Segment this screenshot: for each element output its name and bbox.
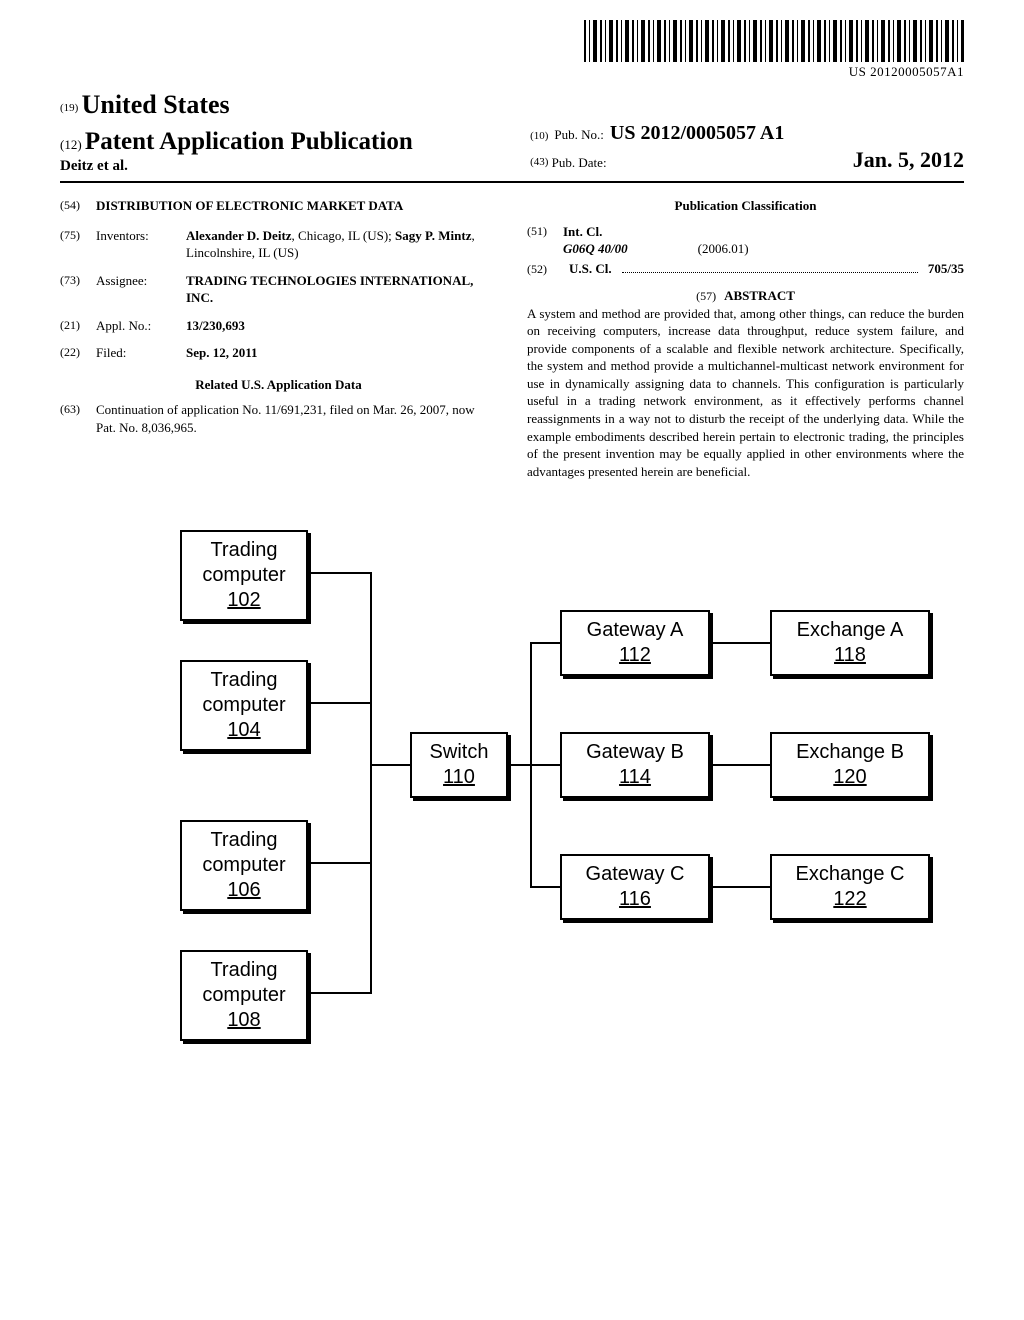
- f22-label: Filed:: [96, 344, 186, 362]
- pubno-value: US 2012/0005057 A1: [610, 122, 784, 145]
- diagram-connector: [311, 572, 370, 574]
- f73-label: Assignee:: [96, 272, 186, 307]
- f52-value: 705/35: [928, 260, 964, 278]
- f54-code: (54): [60, 197, 96, 215]
- diagram-connector: [311, 992, 370, 994]
- diagram-box-exC: Exchange C122: [770, 854, 930, 920]
- pub-type: Patent Application Publication: [85, 128, 413, 155]
- related-heading: Related U.S. Application Data: [60, 376, 497, 394]
- pub-type-code: (12): [60, 137, 82, 152]
- diagram-box-exB: Exchange B120: [770, 732, 930, 798]
- barcode-graphic: [584, 20, 964, 62]
- biblio-right: Publication Classification (51) Int. Cl.…: [527, 197, 964, 480]
- pubdate-code: (43): [530, 156, 548, 168]
- figure-diagram: Tradingcomputer102 Tradingcomputer104 Trad…: [60, 530, 964, 1090]
- diagram-box-tc102: Tradingcomputer102: [180, 530, 308, 621]
- barcode-block: US 20120005057A1: [584, 20, 964, 80]
- barcode-text: US 20120005057A1: [584, 64, 964, 80]
- diagram-box-gwA: Gateway A112: [560, 610, 710, 676]
- f21-value: 13/230,693: [186, 317, 497, 335]
- diagram-connector: [311, 862, 370, 864]
- country-line: (19) United States: [60, 90, 964, 120]
- diagram-box-tc108: Tradingcomputer108: [180, 950, 308, 1041]
- abstract-heading: ABSTRACT: [724, 287, 795, 305]
- f21-label: Appl. No.:: [96, 317, 186, 335]
- f51-date: (2006.01): [698, 240, 749, 258]
- diagram-box-gwC: Gateway C116: [560, 854, 710, 920]
- diagram-connector: [530, 764, 560, 766]
- f73-code: (73): [60, 272, 96, 307]
- header: (19) United States (12) Patent Applicati…: [60, 90, 964, 183]
- country-code: (19): [60, 102, 78, 114]
- f22-code: (22): [60, 344, 96, 362]
- biblio-left: (54) DISTRIBUTION OF ELECTRONIC MARKET D…: [60, 197, 497, 480]
- diagram-connector: [511, 764, 530, 766]
- f75-code: (75): [60, 227, 96, 262]
- f57-code: (57): [696, 288, 716, 304]
- diagram-connector: [370, 764, 410, 766]
- diagram-box-exA: Exchange A118: [770, 610, 930, 676]
- f75-label: Inventors:: [96, 227, 186, 262]
- f21-code: (21): [60, 317, 96, 335]
- pubdate-value: Jan. 5, 2012: [853, 147, 964, 173]
- diagram-box-tc106: Tradingcomputer106: [180, 820, 308, 911]
- abstract-text: A system and method are provided that, a…: [527, 305, 964, 480]
- f52-label: U.S. Cl.: [569, 260, 612, 278]
- header-left: (12) Patent Application Publication Deit…: [60, 128, 413, 175]
- diagram-box-tc104: Tradingcomputer104: [180, 660, 308, 751]
- diagram-connector: [713, 886, 770, 888]
- f51-label: Int. Cl.: [563, 223, 964, 241]
- f73-value: TRADING TECHNOLOGIES INTERNATIONAL, INC.: [186, 272, 497, 307]
- f22-value: Sep. 12, 2011: [186, 344, 497, 362]
- header-divider: [60, 181, 964, 183]
- diagram-connector: [713, 764, 770, 766]
- f75-value: Alexander D. Deitz, Chicago, IL (US); Sa…: [186, 227, 497, 262]
- diagram-connector: [530, 886, 560, 888]
- f51-class: G06Q 40/00: [563, 240, 628, 258]
- f51-code: (51): [527, 223, 563, 258]
- diagram-connector: [530, 642, 560, 644]
- pubdate-label: Pub. Date:: [552, 155, 607, 170]
- f52-dots: [622, 272, 918, 273]
- header-right: (10) Pub. No.: US 2012/0005057 A1 (43) P…: [530, 122, 964, 175]
- authors-line: Deitz et al.: [60, 158, 413, 175]
- pubno-code: (10): [530, 130, 548, 142]
- diagram-box-gwB: Gateway B114: [560, 732, 710, 798]
- diagram-connector: [370, 572, 372, 994]
- f63-code: (63): [60, 401, 96, 436]
- f63-value: Continuation of application No. 11/691,2…: [96, 401, 497, 436]
- pub-class-heading: Publication Classification: [527, 197, 964, 215]
- diagram-connector: [713, 642, 770, 644]
- pubno-label: Pub. No.:: [554, 127, 603, 143]
- diagram-box-sw110: Switch110: [410, 732, 508, 798]
- biblio: (54) DISTRIBUTION OF ELECTRONIC MARKET D…: [60, 197, 964, 480]
- f52-code: (52): [527, 261, 563, 277]
- country-name: United States: [82, 90, 230, 119]
- f54-title: DISTRIBUTION OF ELECTRONIC MARKET DATA: [96, 197, 497, 215]
- diagram-connector: [311, 702, 370, 704]
